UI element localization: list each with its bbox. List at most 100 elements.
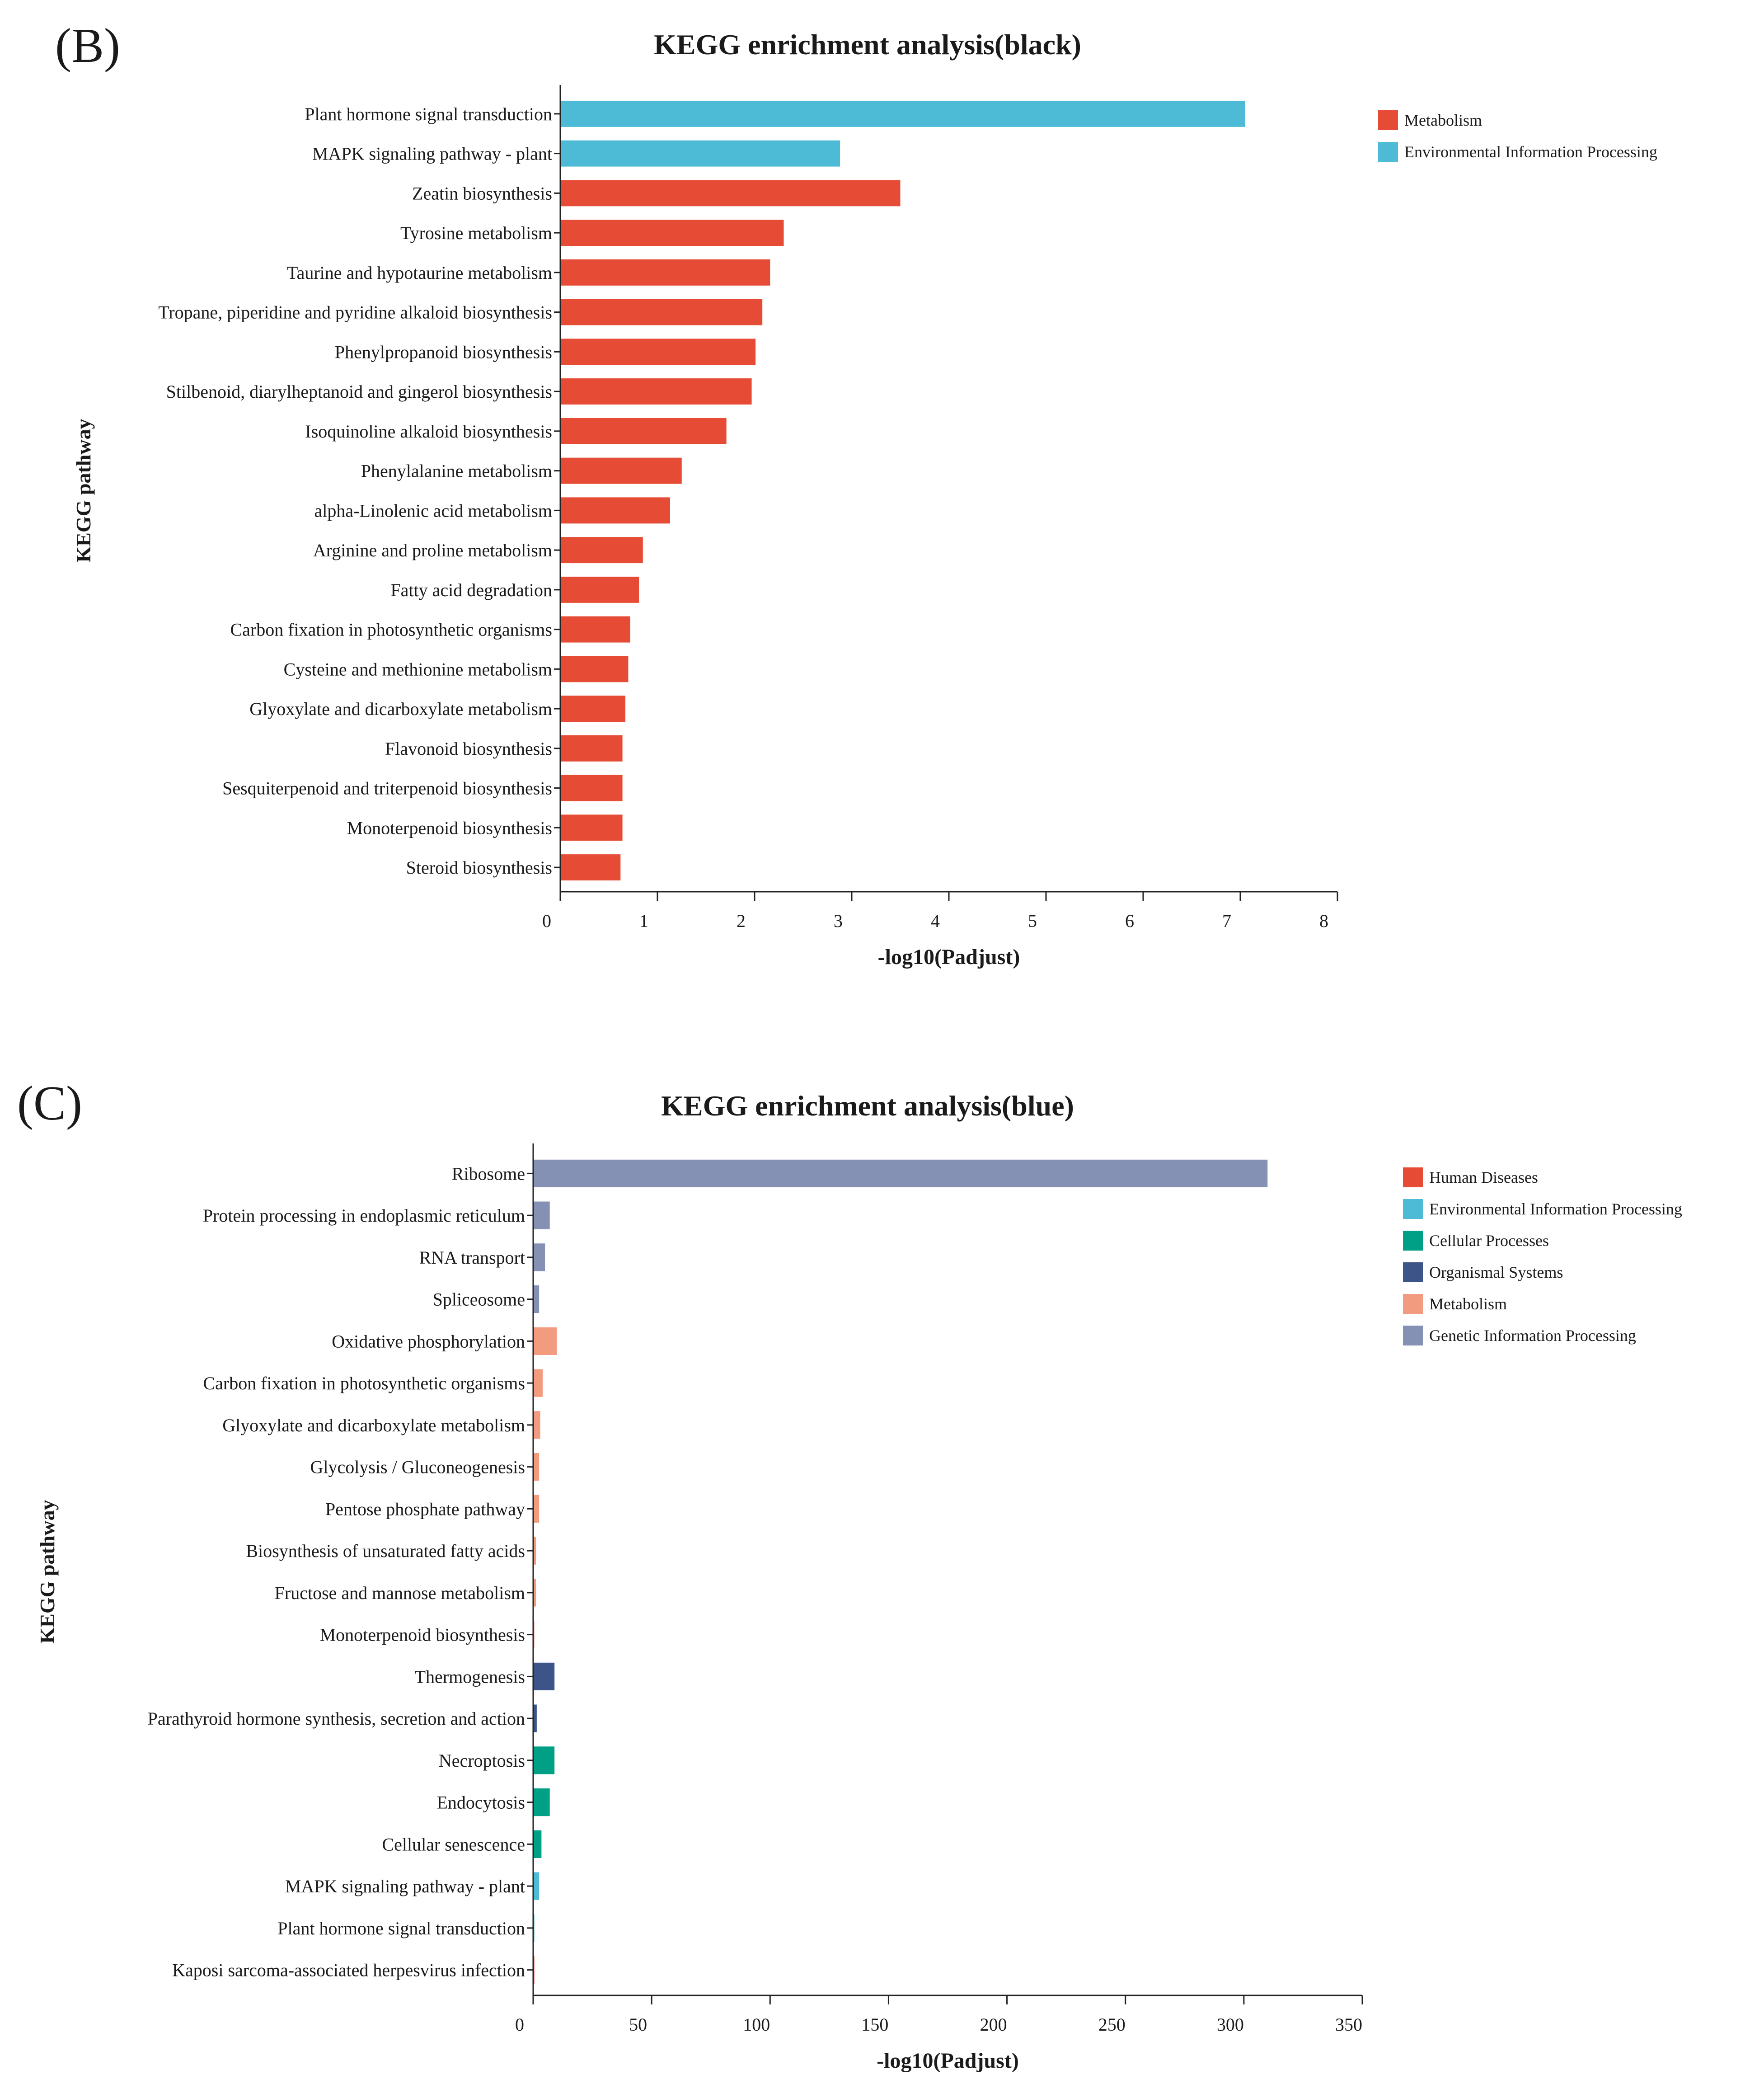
bar [533, 1159, 1268, 1187]
x-axis-label: -log10(Padjust) [878, 945, 1020, 969]
x-tick-label: 100 [743, 2014, 770, 2035]
legend-label-blue: Cellular Processes [1429, 1232, 1549, 1250]
bar [533, 1453, 540, 1481]
legend-label-blue: Human Diseases [1429, 1168, 1538, 1186]
bar [560, 140, 840, 167]
bar [533, 1327, 557, 1355]
bar [560, 220, 784, 246]
x-tick-label: 6 [1125, 911, 1134, 931]
bar [560, 378, 752, 405]
bar [533, 1285, 540, 1313]
legend-label-blue: Metabolism [1429, 1295, 1507, 1313]
x-tick-label: 300 [1217, 2014, 1244, 2035]
category-label: Parathyroid hormone synthesis, secretion… [148, 1708, 525, 1729]
x-tick-label: 350 [1335, 2014, 1362, 2035]
legend-swatch [1378, 110, 1398, 130]
legend-swatch [1403, 1294, 1423, 1314]
x-tick-label: 2 [737, 911, 746, 931]
bar [533, 1495, 540, 1523]
category-label: Ribosome [452, 1163, 525, 1184]
legend-swatch [1403, 1231, 1423, 1251]
category-label: Cellular senescence [382, 1834, 525, 1854]
category-label: Isoquinoline alkaloid biosynthesis [305, 421, 552, 442]
legend-label-blue: Genetic Information Processing [1429, 1327, 1636, 1345]
bar [560, 100, 1245, 127]
x-axis-label: -log10(Padjust) [877, 2049, 1019, 2073]
bar [560, 775, 623, 801]
category-label: Fructose and mannose metabolism [275, 1583, 525, 1603]
chart-title-black: KEGG enrichment analysis(black) [654, 28, 1081, 61]
category-label: Plant hormone signal transduction [305, 104, 552, 124]
x-tick-label: 4 [931, 911, 940, 931]
x-tick-label: 8 [1319, 911, 1328, 931]
category-label: Necroptosis [439, 1750, 525, 1771]
bar [533, 1788, 550, 1816]
category-label: Biosynthesis of unsaturated fatty acids [246, 1541, 525, 1561]
bar [560, 854, 621, 881]
x-tick-label: 3 [834, 911, 843, 931]
category-label: Glyoxylate and dicarboxylate metabolism [249, 699, 552, 719]
bar [533, 1243, 545, 1271]
category-label: Monoterpenoid biosynthesis [320, 1625, 525, 1645]
category-label: Cysteine and methionine metabolism [284, 659, 552, 679]
x-tick-label: 7 [1222, 911, 1231, 931]
legend-label-black: Metabolism [1404, 111, 1482, 129]
bar [560, 696, 626, 722]
y-axis-label: KEGG pathway [36, 1500, 59, 1643]
category-label: Glyoxylate and dicarboxylate metabolism [222, 1415, 525, 1435]
category-label: Endocytosis [436, 1792, 525, 1813]
y-axis-label: KEGG pathway [72, 419, 95, 562]
bar [533, 1872, 540, 1900]
legend-label-black: Environmental Information Processing [1404, 143, 1657, 161]
x-tick-label: 50 [629, 2014, 647, 2035]
kegg-bar-chart-black: Plant hormone signal transduction MAPK si… [72, 85, 1657, 969]
category-label: Glycolysis / Gluconeogenesis [310, 1457, 525, 1477]
category-label: alpha-Linolenic acid metabolism [314, 500, 552, 521]
legend-swatch [1403, 1262, 1423, 1282]
category-label: Zeatin biosynthesis [412, 183, 552, 203]
x-tick-label: 250 [1098, 2014, 1126, 2035]
bar [560, 814, 623, 841]
category-label: Arginine and proline metabolism [313, 540, 552, 560]
category-label: Flavonoid biosynthesis [385, 739, 552, 759]
category-label: Stilbenoid, diarylheptanoid and gingerol… [166, 381, 552, 402]
bar [533, 1411, 540, 1439]
category-label: Phenylalanine metabolism [361, 461, 552, 481]
category-label: Tropane, piperidine and pyridine alkaloi… [158, 302, 552, 323]
category-label: Oxidative phosphorylation [332, 1331, 525, 1351]
category-label: Phenylpropanoid biosynthesis [335, 342, 552, 362]
bar [533, 1579, 536, 1607]
category-label: Steroid biosynthesis [406, 857, 552, 878]
legend-label-blue: Environmental Information Processing [1429, 1200, 1682, 1218]
legend-swatch [1378, 142, 1398, 162]
bar [533, 1746, 555, 1774]
bar [533, 1662, 555, 1690]
bar [560, 497, 670, 524]
category-label: MAPK signaling pathway - plant [285, 1876, 525, 1896]
category-label: Thermogenesis [415, 1666, 525, 1687]
category-label: Pentose phosphate pathway [325, 1499, 525, 1519]
category-label: Carbon fixation in photosynthetic organi… [203, 1373, 525, 1393]
category-label: Plant hormone signal transduction [277, 1918, 525, 1938]
bar [560, 537, 643, 564]
x-tick-label: 1 [639, 911, 648, 931]
bar [533, 1201, 550, 1229]
category-label: Spliceosome [433, 1289, 525, 1310]
bar [560, 418, 727, 444]
bar [560, 259, 770, 286]
x-tick-label: 0 [515, 2014, 524, 2035]
bar [560, 457, 682, 484]
category-label: Protein processing in endoplasmic reticu… [203, 1205, 525, 1226]
category-label: RNA transport [419, 1247, 525, 1268]
category-label: MAPK signaling pathway - plant [312, 144, 552, 164]
legend-swatch [1403, 1167, 1423, 1187]
category-label: Fatty acid degradation [390, 580, 552, 600]
category-label: Kaposi sarcoma-associated herpesvirus in… [172, 1960, 525, 1980]
category-label: Taurine and hypotaurine metabolism [287, 263, 552, 283]
legend-swatch [1403, 1199, 1423, 1219]
panel-b: (B) KEGG enrichment analysis(black) Plan… [0, 0, 1764, 1040]
bar [560, 339, 756, 365]
category-label: Monoterpenoid biosynthesis [347, 818, 552, 838]
bar [533, 1537, 536, 1565]
bar [560, 735, 623, 762]
